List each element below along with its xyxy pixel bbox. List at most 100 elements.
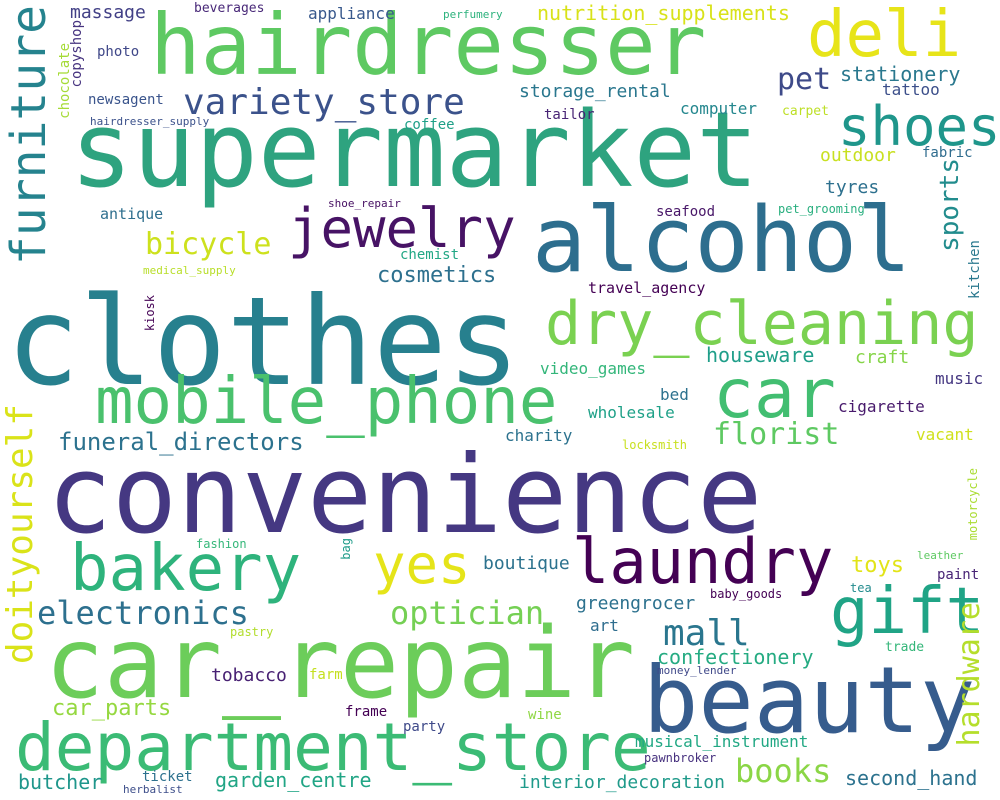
word-art: art <box>590 616 619 635</box>
word-chocolate: chocolate <box>57 43 73 119</box>
word-alcohol: alcohol <box>532 188 912 293</box>
word-optician: optician <box>390 594 545 632</box>
word-medical-supply: medical_supply <box>143 264 236 277</box>
word-variety-store: variety_store <box>183 82 465 123</box>
word-jewelry: jewelry <box>288 197 516 260</box>
word-toys: toys <box>851 553 904 578</box>
word-seafood: seafood <box>656 204 716 220</box>
word-leather: leather <box>917 549 964 562</box>
word-kitchen: kitchen <box>967 240 983 300</box>
word-coffee: coffee <box>404 117 455 133</box>
word-photo: photo <box>97 44 140 60</box>
word-wholesale: wholesale <box>588 403 675 422</box>
word-party: party <box>403 719 446 735</box>
word-fashion: fashion <box>196 537 247 551</box>
word-sports: sports <box>935 158 965 252</box>
word-computer: computer <box>680 99 758 118</box>
word-antique: antique <box>100 205 164 223</box>
word-carpet: carpet <box>782 104 829 119</box>
word-money-lender: money_lender <box>657 664 737 677</box>
word-yes: yes <box>373 533 471 596</box>
word-laundry: laundry <box>572 525 834 598</box>
word-car-parts: car_parts <box>52 696 172 721</box>
word-shoe-repair: shoe_repair <box>328 197 401 210</box>
word-hairdresser-supply: hairdresser_supply <box>90 115 210 128</box>
word-interior-decoration: interior_decoration <box>519 772 725 793</box>
word-houseware: houseware <box>706 343 815 367</box>
word-ticket: ticket <box>142 769 193 785</box>
word-trade: trade <box>885 640 925 655</box>
word-confectionery: confectionery <box>657 645 814 669</box>
word-farm: farm <box>309 667 343 683</box>
word-beauty: beauty <box>643 647 976 754</box>
word-tattoo: tattoo <box>882 80 940 99</box>
word-hairdresser: hairdresser <box>150 0 707 94</box>
word-frame: frame <box>345 704 388 720</box>
word-gift: gift <box>830 575 985 649</box>
word-herbalist: herbalist <box>123 783 183 796</box>
word-pastry: pastry <box>230 625 274 639</box>
word-beverages: beverages <box>194 1 265 16</box>
word-doityourself: doityourself <box>0 404 41 665</box>
word-tailor: tailor <box>544 107 595 123</box>
word-garden-centre: garden_centre <box>215 768 372 792</box>
word-perfumery: perfumery <box>443 8 503 21</box>
word-baby-goods: baby_goods <box>710 587 783 601</box>
word-bakery: bakery <box>70 532 302 606</box>
word-chemist: chemist <box>400 247 460 263</box>
word-vacant: vacant <box>916 425 974 444</box>
word-mall: mall <box>663 613 750 654</box>
word-craft: craft <box>855 347 910 368</box>
word-florist: florist <box>713 417 840 452</box>
word-boutique: boutique <box>483 553 570 574</box>
word-pawnbroker: pawnbroker <box>644 751 717 765</box>
word-music: music <box>935 369 984 388</box>
word-charity: charity <box>505 426 573 445</box>
word-car: car <box>713 355 836 434</box>
word-pet-grooming: pet_grooming <box>778 202 865 216</box>
word-motorcycle: motorcycle <box>966 468 980 541</box>
word-video-games: video_games <box>540 359 646 378</box>
word-tobacco: tobacco <box>211 665 287 686</box>
word-second-hand: second_hand <box>845 766 978 790</box>
word-supermarket: supermarket <box>70 89 759 211</box>
word-mobile-phone: mobile_phone <box>95 365 558 439</box>
word-clothes: clothes <box>6 271 521 413</box>
word-car-repair: car_repair <box>45 607 636 721</box>
word-electronics: electronics <box>37 594 249 632</box>
word-outdoor: outdoor <box>820 145 896 166</box>
word-books: books <box>735 752 832 790</box>
word-cosmetics: cosmetics <box>377 263 497 288</box>
word-shoes: shoes <box>838 95 1000 158</box>
word-bicycle: bicycle <box>145 227 272 262</box>
word-newsagent: newsagent <box>88 92 164 108</box>
word-bag: bag <box>339 538 353 560</box>
word-pet: pet <box>777 62 832 97</box>
word-kiosk: kiosk <box>143 295 157 332</box>
word-tyres: tyres <box>825 177 880 198</box>
word-wine: wine <box>528 707 562 723</box>
word-massage: massage <box>70 2 146 23</box>
word-storage-rental: storage_rental <box>519 81 671 102</box>
word-deli: deli <box>807 0 962 72</box>
word-convenience: convenience <box>47 433 763 558</box>
word-appliance: appliance <box>308 4 395 23</box>
word-travel-agency: travel_agency <box>588 279 706 297</box>
word-butcher: butcher <box>18 770 103 794</box>
word-locksmith: locksmith <box>622 438 688 452</box>
word-greengrocer: greengrocer <box>576 593 696 614</box>
word-nutrition-supplements: nutrition_supplements <box>537 1 790 25</box>
word-bed: bed <box>660 385 689 404</box>
word-stationery: stationery <box>840 62 961 86</box>
word-funeral-directors: funeral_directors <box>58 428 304 456</box>
word-department-store: department_store <box>15 709 651 786</box>
word-musical-instrument: musical_instrument <box>635 732 809 751</box>
word-fabric: fabric <box>922 145 973 161</box>
word-dry-cleaning: dry_cleaning <box>545 289 979 359</box>
word-furniture: furniture <box>1 5 57 266</box>
word-cigarette: cigarette <box>838 397 925 416</box>
word-paint: paint <box>937 567 980 583</box>
word-tea: tea <box>850 581 872 595</box>
word-hardware: hardware <box>952 602 987 747</box>
